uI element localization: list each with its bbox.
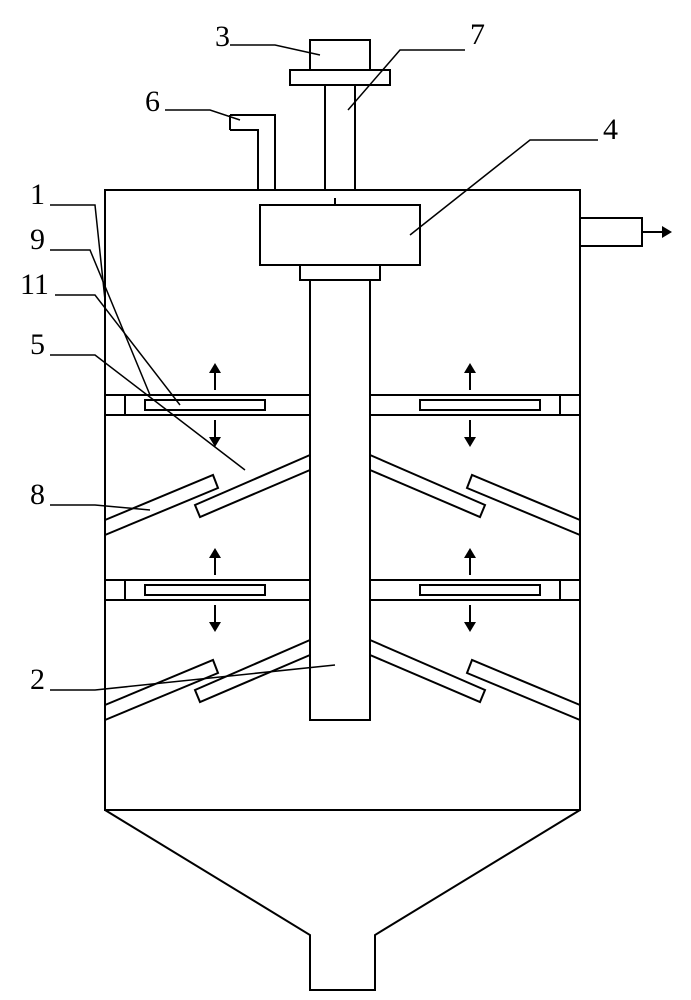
upper-sieve [105,363,580,447]
lower-sieve [105,548,580,632]
mechanical-diagram [0,0,691,1000]
vessel-body [105,190,580,810]
label-11: 11 [20,268,49,302]
label-2: 2 [30,663,45,697]
label-6: 6 [145,85,160,119]
hopper-cone [105,810,580,990]
central-shaft [310,280,370,720]
lower-blades [105,640,580,720]
label-8: 8 [30,478,45,512]
label-3: 3 [215,20,230,54]
upper-blades [105,455,580,535]
label-4: 4 [603,113,618,147]
outlet-pipe [580,218,672,246]
feed-inlet [230,115,275,190]
label-7: 7 [470,18,485,52]
label-1: 1 [30,178,45,212]
cover-disc [260,198,420,280]
label-5: 5 [30,328,45,362]
label-9: 9 [30,223,45,257]
motor-assembly [290,40,390,190]
